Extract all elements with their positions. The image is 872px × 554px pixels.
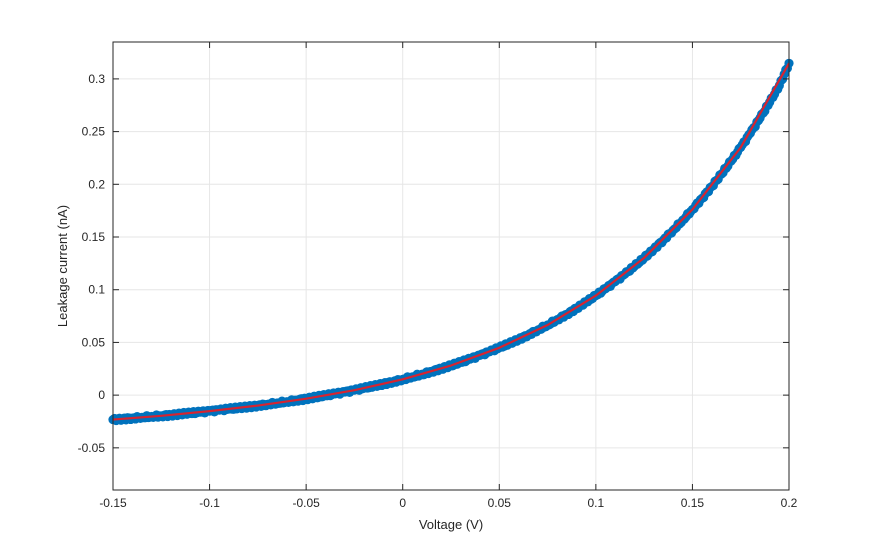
x-tick-label: -0.1	[199, 496, 220, 510]
y-tick-label: 0.1	[88, 283, 105, 297]
fit-line	[112, 62, 790, 421]
y-axis-title: Leakage current (nA)	[55, 205, 70, 327]
data-layer	[108, 58, 794, 426]
y-tick-label: 0.3	[88, 72, 105, 86]
y-tick-label: 0.25	[82, 125, 106, 139]
x-axis-title: Voltage (V)	[419, 517, 483, 532]
ticks: -0.15 -0.1 -0.05 0 0.05 0.1 0.15 0.2 -0.05 0 0.05 0…	[78, 42, 798, 510]
x-tick-label: 0.05	[488, 496, 512, 510]
x-tick-label: 0.2	[781, 496, 798, 510]
plot-frame	[112, 41, 790, 491]
x-tick-label: 0.15	[681, 496, 705, 510]
y-tick-label: 0	[98, 388, 105, 402]
x-tick-label: -0.05	[292, 496, 320, 510]
x-tick-label: -0.15	[99, 496, 127, 510]
x-tick-label: 0.1	[588, 496, 605, 510]
y-tick-label: -0.05	[78, 441, 106, 455]
y-tick-label: 0.15	[82, 230, 106, 244]
y-tick-label: 0.05	[82, 335, 106, 349]
y-tick-label: 0.2	[88, 177, 105, 191]
plot-area	[113, 42, 789, 490]
x-tick-label: 0	[399, 496, 406, 510]
